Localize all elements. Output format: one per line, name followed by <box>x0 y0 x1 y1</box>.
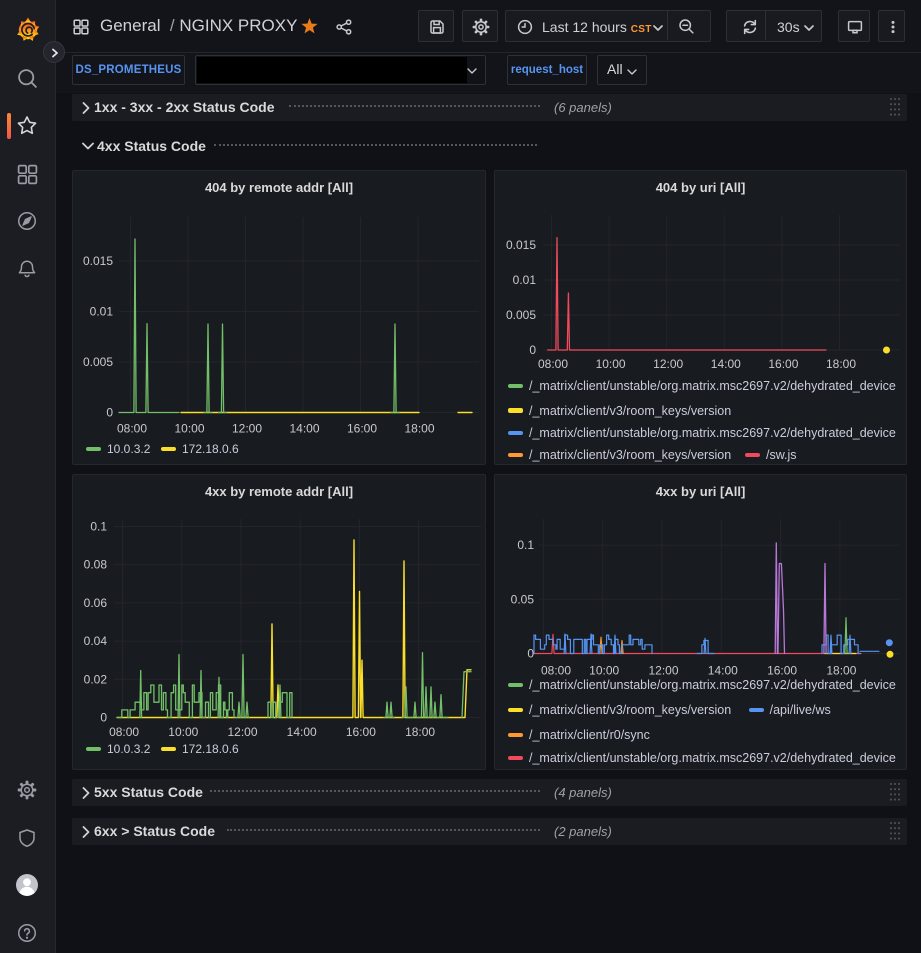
svg-text:16:00: 16:00 <box>767 664 797 678</box>
svg-text:0: 0 <box>529 343 536 357</box>
svg-text:10:00: 10:00 <box>596 357 626 371</box>
svg-text:12:00: 12:00 <box>232 422 262 436</box>
svg-text:16:00: 16:00 <box>346 725 376 739</box>
svg-text:0.08: 0.08 <box>84 558 108 572</box>
svg-text:16:00: 16:00 <box>768 357 798 371</box>
svg-text:12:00: 12:00 <box>653 357 683 371</box>
svg-text:10:00: 10:00 <box>589 664 619 678</box>
svg-text:0.005: 0.005 <box>83 355 113 369</box>
svg-text:12:00: 12:00 <box>648 664 678 678</box>
svg-text:0.06: 0.06 <box>84 596 108 610</box>
svg-text:08:00: 08:00 <box>541 664 571 678</box>
svg-text:14:00: 14:00 <box>708 664 738 678</box>
svg-text:0.005: 0.005 <box>506 308 536 322</box>
svg-text:0.01: 0.01 <box>90 305 114 319</box>
svg-text:14:00: 14:00 <box>711 357 741 371</box>
svg-text:0.1: 0.1 <box>517 538 534 552</box>
svg-text:0.015: 0.015 <box>506 238 536 252</box>
svg-text:08:00: 08:00 <box>538 357 568 371</box>
svg-text:0.02: 0.02 <box>84 672 108 686</box>
svg-text:18:00: 18:00 <box>404 422 434 436</box>
svg-text:18:00: 18:00 <box>826 664 856 678</box>
svg-text:16:00: 16:00 <box>347 422 377 436</box>
svg-text:0.015: 0.015 <box>83 254 113 268</box>
svg-text:18:00: 18:00 <box>826 357 856 371</box>
svg-text:18:00: 18:00 <box>405 725 435 739</box>
svg-text:0.01: 0.01 <box>513 273 537 287</box>
svg-text:12:00: 12:00 <box>227 725 257 739</box>
svg-text:0.1: 0.1 <box>90 520 107 534</box>
svg-text:10:00: 10:00 <box>168 725 198 739</box>
svg-text:0.05: 0.05 <box>511 592 535 606</box>
svg-text:08:00: 08:00 <box>117 422 147 436</box>
svg-text:0: 0 <box>527 647 534 661</box>
svg-text:0: 0 <box>106 406 113 420</box>
svg-text:14:00: 14:00 <box>289 422 319 436</box>
svg-text:08:00: 08:00 <box>109 725 139 739</box>
svg-text:10:00: 10:00 <box>174 422 204 436</box>
svg-text:0.04: 0.04 <box>84 634 108 648</box>
svg-text:0: 0 <box>100 711 107 725</box>
svg-text:14:00: 14:00 <box>287 725 317 739</box>
